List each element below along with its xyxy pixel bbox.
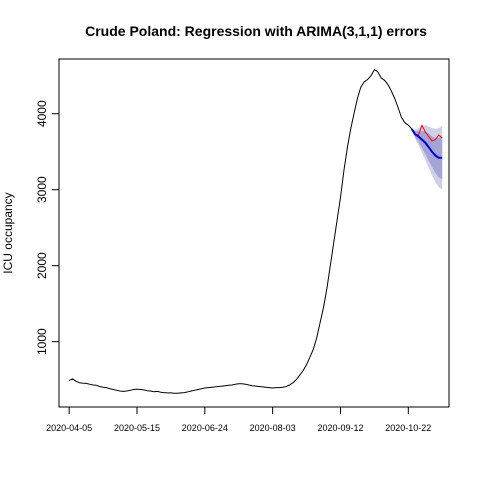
x-tick-label: 2020-09-12 bbox=[317, 423, 363, 433]
x-tick-label: 2020-10-22 bbox=[385, 423, 431, 433]
chart-title: Crude Poland: Regression with ARIMA(3,1,… bbox=[85, 23, 427, 39]
x-tick-label: 2020-05-15 bbox=[114, 423, 160, 433]
y-axis: 1000 2000 3000 4000 bbox=[35, 100, 60, 355]
series-lines bbox=[68, 69, 443, 394]
plot-box bbox=[58, 58, 450, 408]
observed-line bbox=[68, 69, 413, 394]
interval-80-band bbox=[411, 128, 443, 180]
x-tick-label: 2020-04-05 bbox=[46, 423, 92, 433]
y-axis-label: ICU occupancy bbox=[1, 192, 15, 273]
x-axis: 2020-04-05 2020-05-15 2020-06-24 2020-08-03… bbox=[46, 406, 431, 433]
forecast-line bbox=[410, 128, 443, 159]
x-tick-label: 2020-06-24 bbox=[182, 423, 228, 433]
y-tick-label: 2000 bbox=[35, 252, 49, 279]
y-tick-label: 3000 bbox=[35, 176, 49, 203]
y-tick-label: 4000 bbox=[35, 100, 49, 127]
forecast-intervals bbox=[411, 125, 443, 190]
y-tick-label: 1000 bbox=[35, 328, 49, 355]
x-tick-label: 2020-08-03 bbox=[250, 423, 296, 433]
